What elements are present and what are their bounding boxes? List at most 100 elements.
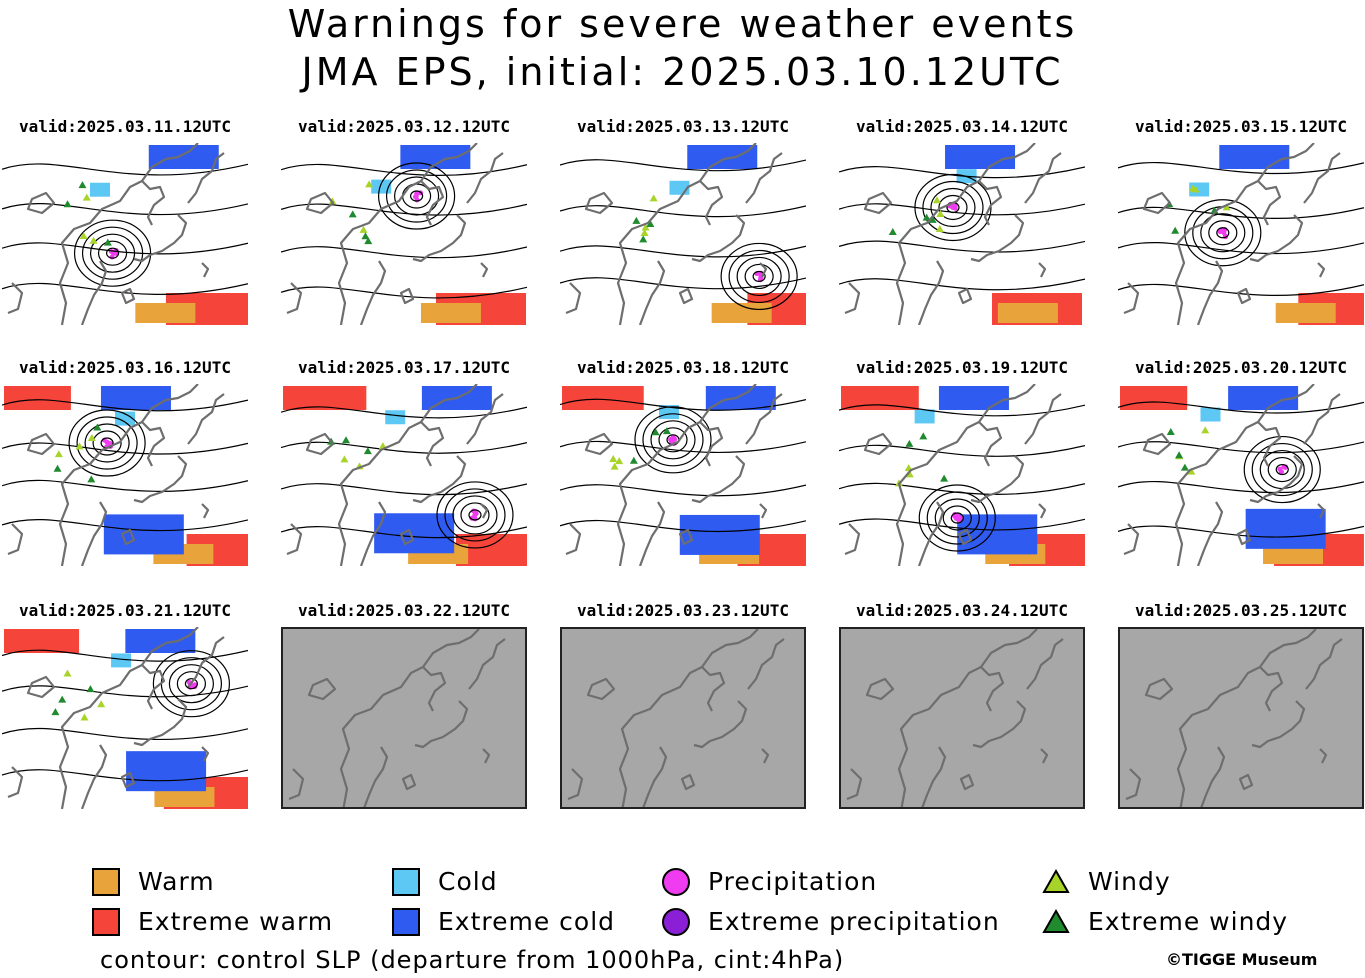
- slp-contour: [92, 430, 122, 456]
- coastline: [187, 636, 225, 688]
- wind-marker: [63, 669, 72, 677]
- precipitation-dot: [108, 248, 114, 254]
- coastline: [412, 455, 467, 504]
- coastline: [1196, 501, 1224, 566]
- panel-valid-label: valid:2025.03.16.12UTC: [19, 358, 231, 377]
- legend-label: Extreme precipitation: [708, 907, 1000, 936]
- coastline: [399, 287, 415, 305]
- coastline: [1142, 191, 1172, 215]
- panel-valid-label: valid:2025.03.25.12UTC: [1135, 601, 1347, 620]
- slp-contour: [2, 163, 248, 176]
- map-canvas: [1118, 143, 1364, 325]
- coastline: [80, 260, 108, 325]
- wind-marker: [82, 193, 91, 201]
- wind-marker: [1187, 467, 1196, 475]
- coastline: [638, 501, 666, 566]
- warning-area: [945, 145, 1016, 169]
- warning-area: [658, 405, 679, 420]
- coastline: [759, 503, 768, 519]
- slp-contour: [393, 176, 440, 216]
- coastline: [1123, 282, 1140, 315]
- wind-marker: [363, 447, 372, 455]
- slp-contour: [560, 159, 806, 172]
- coastline: [747, 638, 785, 690]
- wind-marker: [58, 695, 67, 703]
- coastline: [1024, 152, 1062, 204]
- wind-marker: [888, 228, 897, 236]
- legend-triangle-swatch: [1042, 908, 1070, 939]
- map-canvas: [281, 143, 527, 325]
- coastline: [618, 629, 759, 807]
- slp-contour: [942, 505, 972, 531]
- wind-marker: [1201, 426, 1210, 434]
- slp-contour: [281, 163, 527, 176]
- coastline: [337, 143, 478, 325]
- coastline: [1174, 384, 1315, 566]
- slp-contour: [385, 169, 448, 223]
- legend-square-swatch: [92, 868, 120, 896]
- coastline: [959, 773, 975, 791]
- slp-contour: [2, 479, 248, 492]
- wind-marker: [54, 450, 63, 458]
- legend-circle-swatch: [662, 908, 690, 936]
- panel-valid-label: valid:2025.03.18.12UTC: [577, 358, 789, 377]
- coastline: [201, 503, 210, 519]
- coastline: [693, 700, 748, 749]
- coastline: [1038, 262, 1047, 278]
- coastline: [917, 260, 945, 325]
- slp-contour: [658, 427, 688, 453]
- panel-valid-label: valid:2025.03.20.12UTC: [1135, 358, 1347, 377]
- coastline: [1303, 393, 1341, 445]
- slp-contour: [168, 664, 215, 704]
- coastline: [638, 260, 666, 325]
- slp-contour: [839, 482, 1085, 495]
- coastline: [1176, 629, 1317, 807]
- slp-contour: [281, 203, 527, 216]
- wind-marker: [940, 474, 949, 482]
- coastline: [1305, 638, 1343, 690]
- map-canvas: [560, 143, 806, 325]
- slp-contour: [744, 263, 774, 290]
- coastline: [339, 629, 480, 807]
- panel-valid-label: valid:2025.03.15.12UTC: [1135, 117, 1347, 136]
- coastline: [412, 214, 467, 263]
- coastline: [980, 666, 1005, 712]
- map-canvas: [841, 629, 1083, 807]
- warning-area: [148, 145, 219, 169]
- coastline: [680, 773, 696, 791]
- wind-marker: [646, 219, 655, 227]
- warning-area: [420, 303, 481, 323]
- forecast-map: [2, 627, 248, 809]
- slp-contour: [1251, 442, 1313, 497]
- warning-area: [1189, 182, 1210, 197]
- wind-marker: [629, 456, 638, 464]
- forecast-map: [839, 143, 1085, 325]
- coastline: [586, 677, 616, 701]
- slp-contour: [650, 420, 696, 460]
- warning-area: [90, 182, 111, 197]
- coastline: [970, 214, 1025, 263]
- coastline: [616, 384, 757, 566]
- legend-square-swatch: [392, 908, 420, 936]
- warning-area: [1245, 508, 1326, 549]
- legend-triangle-swatch: [1042, 868, 1070, 899]
- coastline: [286, 282, 303, 315]
- coastline: [972, 700, 1027, 749]
- warning-area: [914, 409, 935, 424]
- slp-contour: [1243, 435, 1321, 504]
- coastline: [584, 191, 614, 215]
- forecast-map: [560, 143, 806, 325]
- coastline: [957, 287, 973, 305]
- coastline: [80, 744, 108, 809]
- wind-marker: [364, 237, 373, 245]
- warning-area: [4, 629, 80, 653]
- precipitation-dot: [672, 436, 678, 442]
- coastline: [1317, 262, 1326, 278]
- warning-area: [938, 386, 1009, 410]
- slp-contour: [2, 282, 248, 295]
- wind-marker: [340, 455, 349, 463]
- wind-marker: [97, 700, 106, 708]
- coastline: [201, 262, 210, 278]
- coastline: [1249, 455, 1304, 504]
- coastline: [58, 143, 199, 325]
